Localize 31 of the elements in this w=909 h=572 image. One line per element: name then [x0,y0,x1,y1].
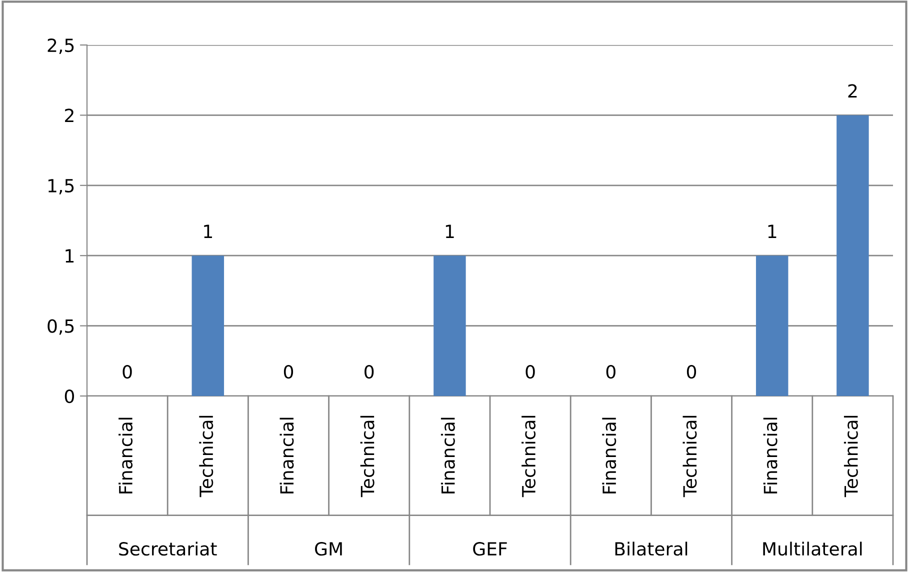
x-tick-label: Technical [522,416,536,498]
x-tick-label: Technical [682,416,697,498]
x-tick-label: Financial [602,418,616,494]
data-label: 0 [526,364,535,379]
x-tick-label: Technical [844,416,858,498]
data-label: 1 [446,224,454,238]
data-label: 0 [364,364,374,379]
text: GEF [473,542,507,556]
x-tick-label: Technical [360,416,374,498]
data-label: 0 [606,364,616,379]
y-tick-label: 1,5 [48,179,74,194]
data-label: 0 [284,364,294,379]
data-label: 0 [686,364,696,379]
y-tick-label: 0,5 [48,319,74,335]
text: GM [315,542,342,556]
data-label: 2 [848,84,857,98]
data-label: 1 [204,224,212,238]
x-tick-label: Financial [763,418,778,494]
y-tick-label: 1 [66,249,74,262]
x-tick-label: Financial [280,418,294,494]
text: Multilateral [763,542,862,556]
x-tick-label: Financial [440,418,455,494]
x-tick-label: Financial [118,418,133,494]
x-tick-label: Technical [199,416,214,498]
text: Bilateral [615,542,688,556]
data-label: 0 [122,364,132,379]
text: Secretariat [119,542,217,556]
y-tick-label: 2,5 [48,38,74,54]
y-tick-label: 0 [64,389,74,404]
y-tick-label: 2 [65,108,74,122]
data-label: 1 [768,224,776,238]
